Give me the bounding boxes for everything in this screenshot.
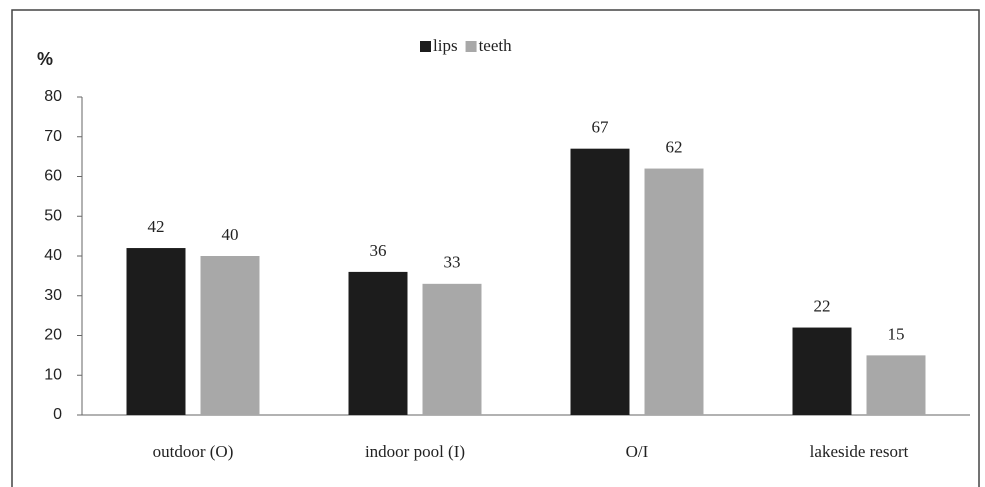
- chart-frame: [11, 9, 980, 487]
- value-label: 62: [666, 137, 683, 156]
- bar: [126, 248, 186, 415]
- x-tick-label: lakeside resort: [810, 442, 909, 461]
- value-label: 33: [444, 253, 461, 272]
- legend-label: lips: [433, 36, 458, 55]
- y-axis-label: %: [37, 49, 53, 69]
- y-tick-label: 80: [44, 88, 62, 105]
- bar: [348, 271, 408, 415]
- legend-swatch: [420, 41, 431, 52]
- legend-swatch: [465, 41, 477, 52]
- bar: [200, 256, 260, 415]
- value-label: 42: [148, 217, 165, 236]
- value-label: 15: [888, 324, 905, 343]
- y-tick-label: 10: [44, 366, 62, 383]
- bar: [644, 168, 704, 415]
- y-tick-label: 20: [44, 327, 62, 344]
- value-label: 22: [814, 296, 831, 315]
- bar: [422, 283, 482, 415]
- legend-label: teeth: [479, 36, 513, 55]
- bar: [792, 327, 852, 415]
- value-label: 40: [222, 225, 239, 244]
- y-tick-label: 50: [44, 207, 62, 224]
- y-tick-label: 40: [44, 247, 62, 264]
- y-tick-label: 60: [44, 168, 62, 185]
- value-label: 67: [592, 118, 610, 137]
- y-tick-label: 30: [44, 287, 62, 304]
- x-tick-label: O/I: [626, 442, 649, 461]
- bar: [866, 355, 926, 415]
- value-label: 36: [370, 241, 387, 260]
- bar: [570, 148, 630, 416]
- x-tick-label: outdoor (O): [153, 442, 234, 461]
- x-tick-label: indoor pool (I): [365, 442, 465, 461]
- y-tick-label: 0: [53, 406, 62, 423]
- y-tick-label: 70: [44, 128, 62, 145]
